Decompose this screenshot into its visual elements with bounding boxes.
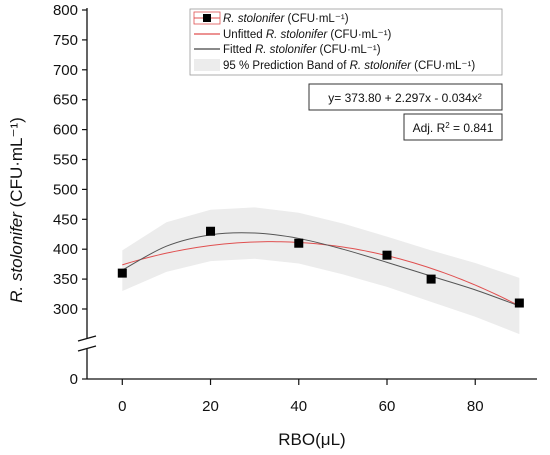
r2-annotation: Adj. R2 = 0.841: [403, 113, 503, 141]
equation-annotation: y= 373.80 + 2.297x - 0.034x²: [308, 83, 503, 111]
data-point: [426, 274, 436, 284]
y-tick-label: 650: [53, 92, 78, 109]
legend: R. stolonifer (CFU·mL⁻¹) Unfitted R. sto…: [189, 8, 503, 76]
x-axis-title: RBO(μL): [278, 430, 345, 449]
data-point: [514, 298, 524, 308]
axes-layer: [77, 8, 537, 380]
data-point: [382, 250, 392, 260]
legend-entry-fitted: Fitted R. stolonifer (CFU·mL⁻¹): [223, 44, 381, 56]
y-tick-label: 600: [53, 122, 78, 139]
y-tick-label: 400: [53, 241, 78, 258]
legend-entry-markers: R. stolonifer (CFU·mL⁻¹): [223, 13, 349, 25]
axis-break-mark-top: [77, 335, 97, 342]
series-lines-layer: [122, 232, 520, 307]
data-point: [294, 238, 304, 248]
y-tick-label: 550: [53, 152, 78, 169]
x-tick-label: 60: [379, 398, 396, 415]
x-tick-label: 40: [290, 398, 307, 415]
r2-box-frame: [403, 113, 503, 141]
ticks-layer: 300 350 400 450 500 550 600 650 700 750 800 0 0 20 40 6…: [53, 2, 484, 415]
y-tick-label: 800: [53, 2, 78, 19]
y-tick-label: 300: [53, 301, 78, 318]
y-axis-title: R. stolonifer (CFU·mL⁻¹): [7, 117, 26, 303]
data-points-layer: [117, 226, 524, 308]
legend-entry-band: 95 % Prediction Band of R. stolonifer (C…: [223, 60, 475, 72]
y-tick-label: 750: [53, 32, 78, 49]
x-tick-label: 20: [202, 398, 219, 415]
y-tick-label: 700: [53, 62, 78, 79]
unfitted-curve: [122, 241, 520, 307]
y-axis-title-species: R. stolonifer: [7, 211, 26, 303]
y-tick-label: 350: [53, 271, 78, 288]
prediction-band-layer: [122, 207, 520, 335]
y-tick-label: 0: [70, 371, 78, 388]
data-point: [206, 226, 216, 236]
equation-text: y= 373.80 + 2.297x - 0.034x²: [328, 91, 481, 105]
x-tick-label: 0: [118, 398, 126, 415]
x-tick-label: 80: [467, 398, 484, 415]
y-axis-title-unit: (CFU·mL⁻¹): [7, 117, 26, 212]
equation-box-frame: [308, 83, 503, 111]
y-tick-label: 500: [53, 181, 78, 198]
axis-break-mark-bottom: [77, 345, 97, 352]
prediction-band: [122, 207, 520, 335]
legend-swatch-square-marker: [203, 14, 211, 22]
fitted-curve: [122, 232, 520, 307]
legend-box: [189, 8, 503, 76]
y-tick-label: 450: [53, 211, 78, 228]
r2-text: Adj. R2 = 0.841: [413, 121, 494, 136]
data-point: [117, 268, 127, 278]
legend-swatch-band: [194, 59, 220, 71]
legend-entry-unfitted: Unfitted R. stolonifer (CFU·mL⁻¹): [223, 29, 392, 41]
